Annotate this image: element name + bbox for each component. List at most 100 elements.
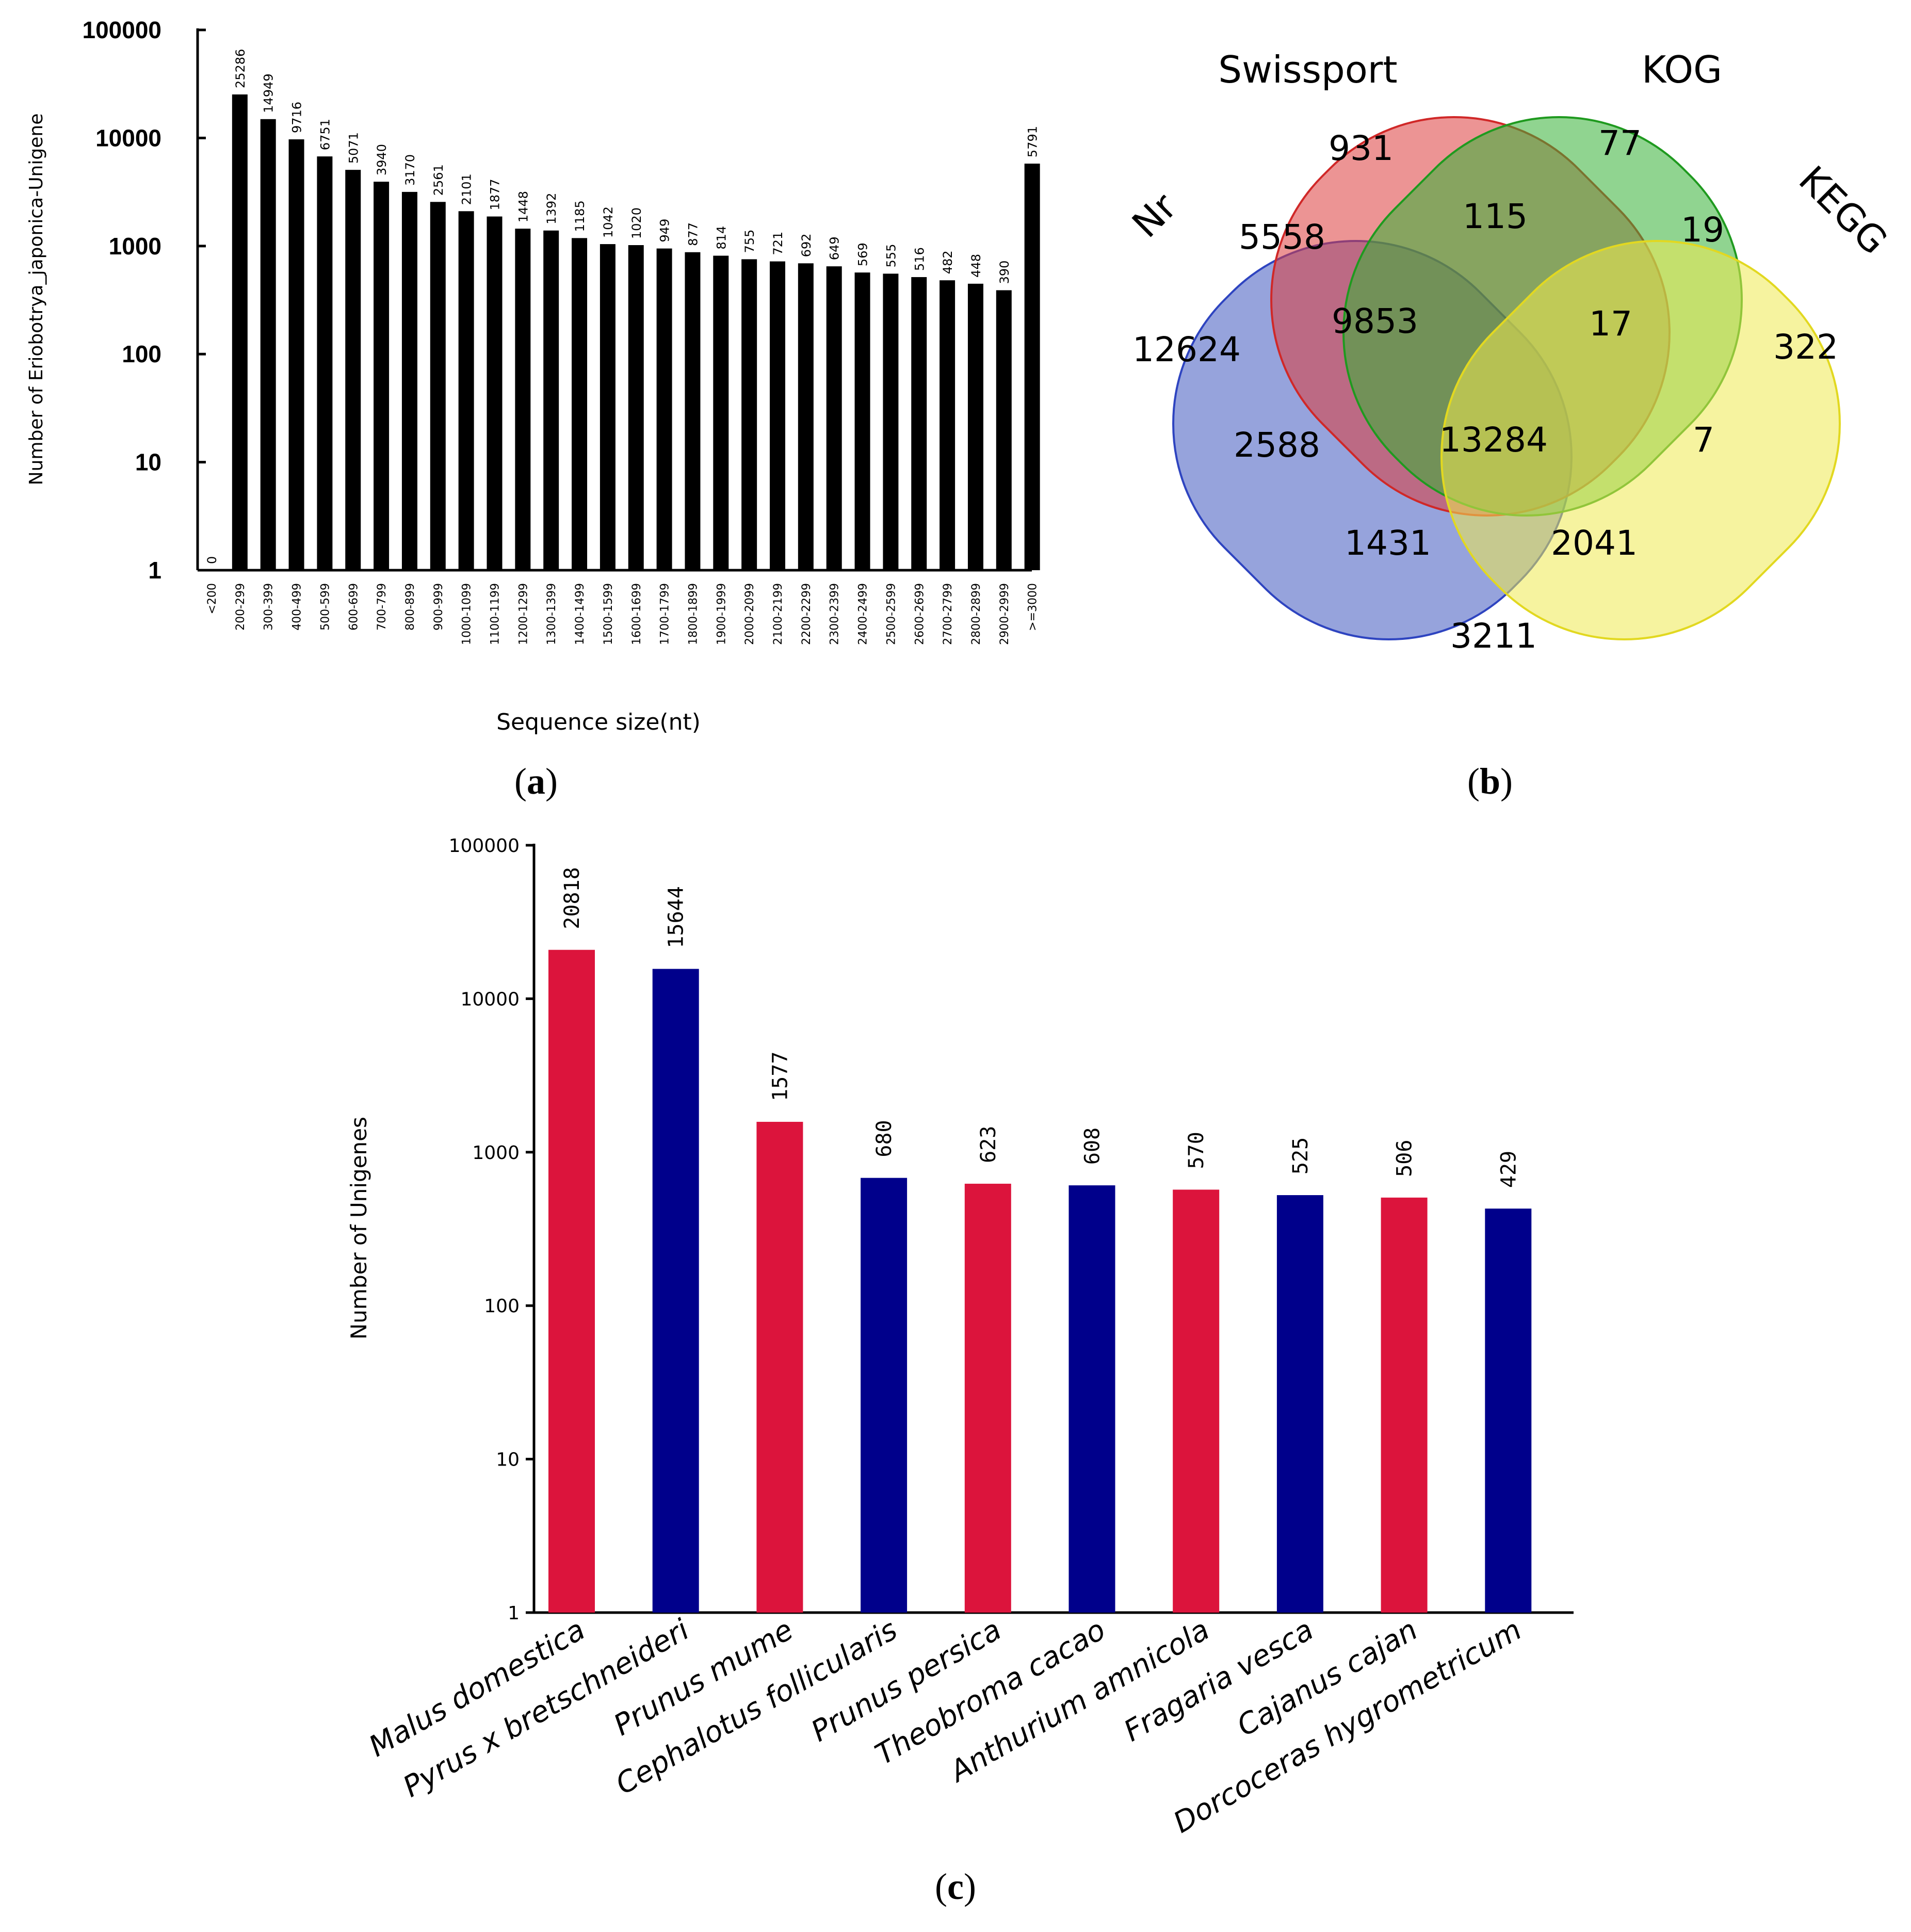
panel-a-data-label: 1042 bbox=[601, 206, 616, 238]
venn-region-kog-kegg: 19 bbox=[1681, 210, 1724, 250]
panel-a-bar bbox=[572, 238, 588, 570]
panel-a-x-tick-label: 2500-2599 bbox=[885, 583, 898, 645]
panel-a-bar bbox=[685, 252, 701, 571]
panel-a-bar bbox=[996, 290, 1012, 570]
panel-b-label: (b) bbox=[1467, 761, 1513, 802]
venn-region-swissport-kog: 115 bbox=[1463, 197, 1528, 236]
panel-a-bar bbox=[232, 94, 248, 571]
panel-c-y-tick-label: 100000 bbox=[449, 835, 520, 857]
panel-a-bar bbox=[826, 266, 842, 570]
venn-title-kog: KOG bbox=[1642, 48, 1722, 91]
panel-a-x-tick-label: 1000-1099 bbox=[461, 583, 474, 645]
panel-a-x-tick-label: 500-599 bbox=[319, 583, 332, 631]
panel-c-y-axis-label: Number of Unigenes bbox=[346, 1117, 371, 1340]
panel-a-data-label: 1877 bbox=[488, 179, 503, 210]
panel-c-y-tick-label: 1000 bbox=[472, 1142, 520, 1164]
panel-a-bar bbox=[911, 277, 927, 570]
panel-a-x-tick-label: 1700-1799 bbox=[659, 583, 672, 645]
panel-c-data-label: 1577 bbox=[768, 1052, 792, 1101]
panel-c-data-label: 608 bbox=[1081, 1128, 1105, 1165]
panel-a-data-label: 482 bbox=[941, 250, 955, 274]
panel-a-bar bbox=[260, 119, 276, 571]
panel-a-data-label: 2101 bbox=[460, 173, 474, 205]
panel-a-y-axis-label: Number of Eriobotrya_japonica-Unigene bbox=[26, 114, 47, 486]
panel-a-x-tick-label: 1800-1899 bbox=[687, 583, 700, 645]
panel-a-x-tick-label: 400-499 bbox=[291, 583, 304, 631]
panel-a-data-label: 555 bbox=[884, 244, 898, 268]
panel-a-y-tick-label: 10000 bbox=[95, 124, 161, 151]
panel-a-letter: a bbox=[527, 761, 545, 802]
panel-a-data-label: 755 bbox=[742, 230, 757, 253]
panel-a-x-tick-label: 800-899 bbox=[404, 583, 417, 631]
panel-a-bar bbox=[967, 283, 983, 570]
panel-c-data-label: 570 bbox=[1185, 1132, 1208, 1169]
panel-c-letter: c bbox=[947, 1866, 964, 1907]
panel-a-bar bbox=[770, 261, 785, 571]
panel-c-label: (c) bbox=[935, 1866, 976, 1907]
panel-c-bar bbox=[1485, 1209, 1532, 1613]
venn-region-nr: 12624 bbox=[1132, 330, 1241, 369]
panel-a-data-label: 390 bbox=[997, 261, 1012, 284]
panel-a-bar bbox=[656, 248, 672, 571]
panel-a-x-tick-label: 600-699 bbox=[347, 583, 360, 631]
panel-a-bar bbox=[883, 273, 899, 570]
panel-c-data-label: 429 bbox=[1497, 1151, 1520, 1188]
panel-c-y-tick-label: 10 bbox=[496, 1450, 520, 1471]
venn-title-kegg: KEGG bbox=[1791, 157, 1896, 263]
panel-a-bar bbox=[600, 244, 616, 571]
venn-region-kegg: 322 bbox=[1773, 327, 1838, 367]
panel-a-data-label: 3940 bbox=[375, 144, 389, 175]
panel-a-bar bbox=[345, 170, 361, 570]
panel-a-x-tick-label: 2400-2499 bbox=[857, 583, 870, 645]
venn-shapes bbox=[1172, 116, 1841, 640]
panel-c-y-tick-label: 10000 bbox=[460, 989, 520, 1010]
panel-a-data-label: 1448 bbox=[516, 191, 530, 222]
panel-a-x-tick-label: 1100-1199 bbox=[489, 583, 502, 645]
venn-title-nr: Nr bbox=[1124, 185, 1185, 246]
panel-a-x-tick-label: 1200-1299 bbox=[517, 583, 530, 645]
panel-a-x-tick-label: 2600-2699 bbox=[913, 583, 926, 645]
venn-title-swissport: Swissport bbox=[1218, 48, 1397, 91]
panel-c-data-label: 506 bbox=[1393, 1140, 1417, 1177]
panel-a-bar bbox=[798, 263, 814, 571]
panel-a-data-label: 25286 bbox=[233, 49, 248, 88]
panel-a-bar bbox=[487, 216, 503, 570]
panel-a-x-tick-label: 2000-2099 bbox=[743, 583, 756, 645]
panel-a-x-tick-label: 2800-2899 bbox=[970, 583, 983, 645]
panel-a-data-label: 14949 bbox=[262, 73, 276, 112]
panel-a-data-label: 814 bbox=[714, 226, 728, 250]
panel-a-x-tick-label: 900-999 bbox=[432, 583, 445, 631]
panel-c-data-label: 680 bbox=[872, 1120, 896, 1157]
venn-region-nr-kog-kegg: 1431 bbox=[1345, 523, 1431, 563]
panel-c-bar bbox=[861, 1178, 908, 1613]
panel-c-bar bbox=[1381, 1197, 1428, 1613]
panel-a-bar bbox=[713, 255, 729, 570]
venn-region-nr-swissport-kog: 9853 bbox=[1332, 301, 1418, 341]
panel-a-x-tick-label: 2700-2799 bbox=[942, 583, 954, 645]
panel-a-bar bbox=[1024, 164, 1040, 570]
panel-a-x-tick-label: 2200-2299 bbox=[800, 583, 813, 645]
panel-c-y-tick-label: 100 bbox=[484, 1296, 520, 1317]
panel-c-bar bbox=[756, 1121, 803, 1613]
panel-a-data-label: 721 bbox=[771, 232, 785, 255]
panel-a-x-tick-label: 1900-1999 bbox=[715, 583, 728, 645]
panel-a-data-label: 692 bbox=[799, 233, 814, 257]
panel-a-y-tick-label: 100 bbox=[122, 341, 161, 367]
panel-a-data-label: 9716 bbox=[290, 102, 304, 133]
panel-a-bar bbox=[940, 280, 955, 570]
panel-a-data-label: 1020 bbox=[629, 207, 644, 239]
panel-a-data-label: 3170 bbox=[403, 154, 417, 186]
panel-a-data-label: 0 bbox=[205, 556, 219, 564]
panel-a-data-label: 5071 bbox=[346, 132, 361, 164]
panel-a-data-label: 2561 bbox=[431, 164, 446, 196]
panel-a-x-tick-label: 1300-1399 bbox=[545, 583, 558, 645]
panel-a-x-axis-label: Sequence size(nt) bbox=[496, 709, 701, 735]
panel-c-bar bbox=[964, 1183, 1011, 1613]
panel-a-bar bbox=[288, 139, 304, 570]
panel-a-x-tick-label: 2900-2999 bbox=[998, 583, 1011, 645]
panel-a-y-tick-label: 10 bbox=[135, 449, 161, 476]
panel-a-data-label: 649 bbox=[828, 236, 842, 260]
panel-c-chart: 1 10 100 1000 10000 100000 20818 15644 1577 680 6… bbox=[346, 835, 1574, 1840]
panel-c-bar bbox=[652, 969, 699, 1613]
